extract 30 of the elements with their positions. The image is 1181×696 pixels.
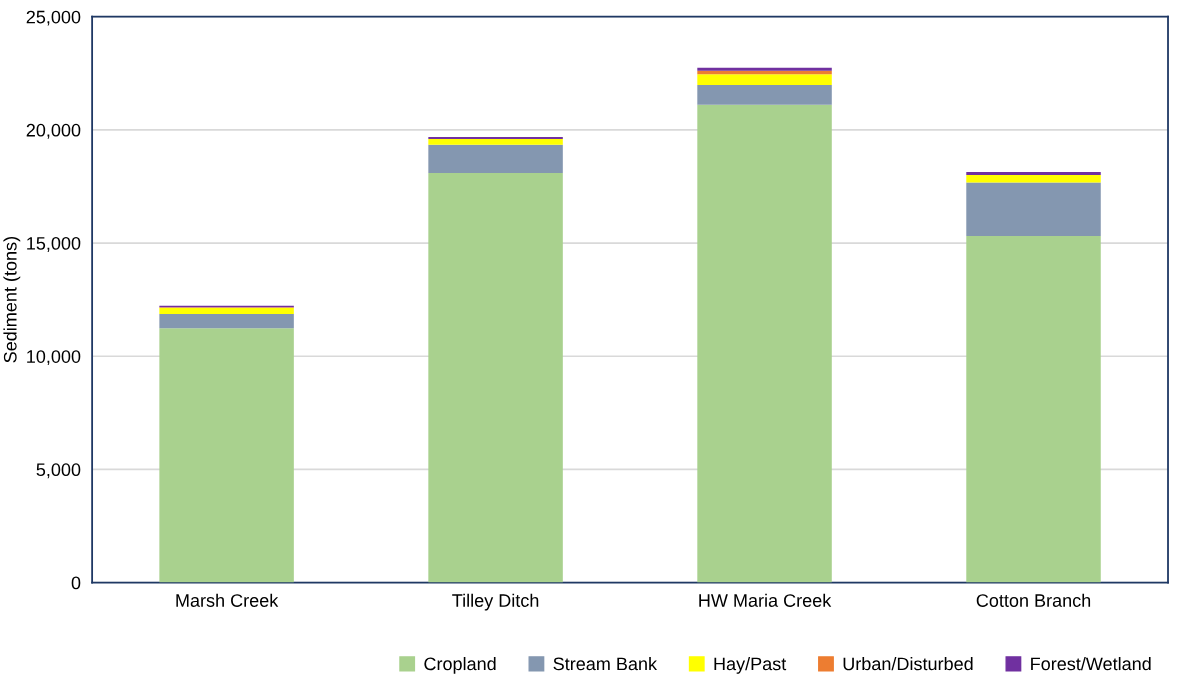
y-tick-label: 20,000 <box>26 123 81 139</box>
y-tick-label: 25,000 <box>26 10 81 26</box>
y-axis-title: Sediment (tons) <box>3 237 21 363</box>
legend-label: Stream Bank <box>553 656 658 671</box>
bar <box>428 138 563 145</box>
x-tick-label: Tilley Ditch <box>452 593 539 611</box>
y-tick-label: 15,000 <box>27 236 81 252</box>
bar <box>159 328 294 583</box>
bar <box>697 74 832 86</box>
x-tick-label: Cotton Branch <box>976 593 1091 607</box>
bar <box>159 314 294 329</box>
bar <box>697 85 832 105</box>
y-tick-label: 10,000 <box>27 350 81 366</box>
y-tick-label: 5,000 <box>36 463 81 479</box>
y-tick-label: 0 <box>71 576 81 590</box>
legend-label: Forest/Wetland <box>1031 656 1151 671</box>
x-tick-label: HW Maria Creek <box>699 593 832 607</box>
bar <box>159 307 294 315</box>
bar <box>966 174 1101 183</box>
legend-label: Cropland <box>424 656 496 674</box>
bar <box>966 236 1101 583</box>
bar <box>966 182 1101 237</box>
bar <box>428 144 563 173</box>
bar <box>697 67 832 71</box>
bar <box>697 104 832 583</box>
bar <box>428 172 563 583</box>
bar <box>966 171 1101 175</box>
legend-label: Urban/Disturbed <box>843 656 973 671</box>
x-tick-label: Marsh Creek <box>176 593 279 607</box>
legend-label: Hay/Past <box>714 656 787 674</box>
